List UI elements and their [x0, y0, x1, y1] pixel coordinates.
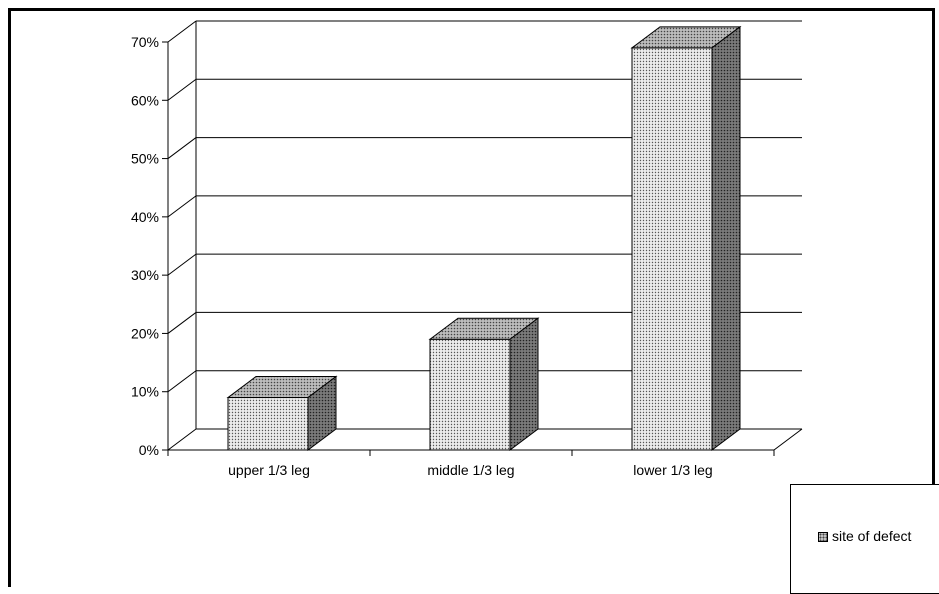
y-tick-label: 40%: [131, 209, 159, 225]
gridline-depth: [167, 78, 197, 101]
gridline-depth: [167, 195, 197, 218]
bar-front: [631, 47, 713, 451]
legend: site of defect: [790, 484, 939, 594]
bar-front: [227, 397, 309, 451]
chart-frame: [8, 8, 935, 587]
labels: 0% 10% 20% 30% 40% 50% 60% 70% upper 1/3 leg midd…: [131, 34, 713, 478]
y-tick-label: 70%: [131, 34, 159, 50]
legend-swatch-icon: [818, 532, 828, 542]
bar-front: [429, 338, 511, 451]
y-tick-label: 30%: [131, 267, 159, 283]
y-tick-label: 0%: [139, 442, 159, 458]
y-tick-label: 20%: [131, 325, 159, 341]
bar: [630, 25, 742, 451]
bar-side: [307, 375, 337, 451]
y-tick-label: 60%: [131, 92, 159, 108]
legend-label: site of defect: [832, 528, 912, 544]
x-tick-label: upper 1/3 leg: [228, 462, 310, 478]
gridline-depth: [167, 253, 197, 276]
bar: [226, 375, 338, 451]
gridline-depth: [167, 137, 197, 159]
x-tick-label: middle 1/3 leg: [427, 462, 514, 478]
bars: [226, 25, 742, 451]
x-tick-label: lower 1/3 leg: [633, 462, 712, 478]
bar: [428, 317, 540, 451]
gridline-depth: [167, 20, 197, 43]
gridline-depth: [167, 312, 197, 334]
y-tick-label: 50%: [131, 151, 159, 167]
bar-side: [711, 25, 741, 451]
gridline-depth: [167, 428, 197, 451]
y-tick-label: 10%: [131, 384, 159, 400]
floor-right-edge: [773, 428, 803, 451]
bar-side: [509, 317, 539, 451]
gridline-depth: [167, 370, 197, 393]
